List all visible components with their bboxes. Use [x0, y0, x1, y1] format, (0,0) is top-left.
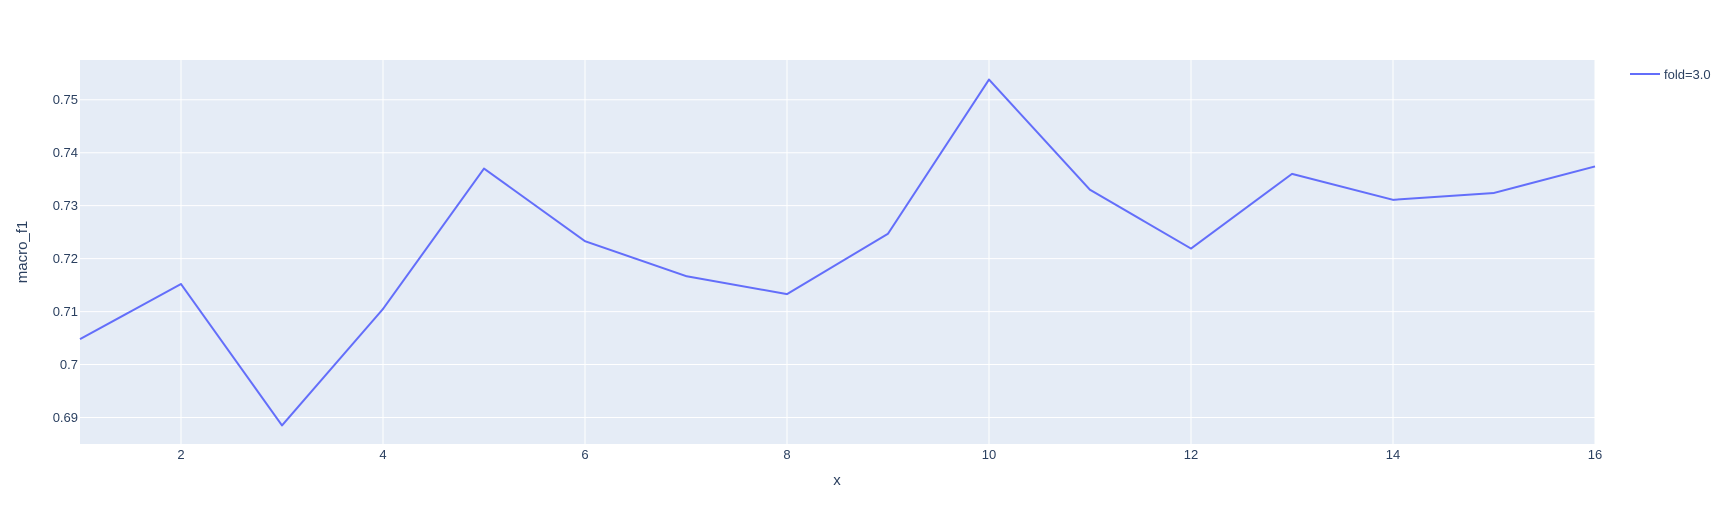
- x-tick-label: 12: [1184, 447, 1198, 462]
- data-point[interactable]: [1491, 190, 1497, 196]
- data-point[interactable]: [1188, 246, 1194, 252]
- plot-area: [80, 60, 1595, 444]
- x-tick-label: 6: [581, 447, 588, 462]
- x-tick-labels: 2 4 6 8 10 12 14 16: [177, 447, 1602, 462]
- series-layer: [77, 77, 1598, 428]
- data-point[interactable]: [784, 291, 790, 297]
- data-point[interactable]: [380, 306, 386, 312]
- data-point[interactable]: [1592, 163, 1598, 169]
- y-tick-label: 0.71: [53, 304, 78, 319]
- y-tick-label: 0.75: [53, 92, 78, 107]
- y-tick-label: 0.69: [53, 410, 78, 425]
- x-tick-label: 4: [379, 447, 386, 462]
- y-axis-title: macro_f1: [14, 221, 31, 284]
- y-tick-label: 0.7: [60, 357, 78, 372]
- legend-item-label: fold=3.0: [1664, 67, 1711, 82]
- x-tick-label: 10: [982, 447, 996, 462]
- data-point[interactable]: [885, 231, 891, 237]
- y-gridlines: [80, 99, 1595, 419]
- x-tick-label: 14: [1386, 447, 1400, 462]
- data-point[interactable]: [683, 273, 689, 279]
- data-point[interactable]: [1390, 197, 1396, 203]
- data-point[interactable]: [481, 166, 487, 172]
- y-tick-label: 0.74: [53, 145, 78, 160]
- data-point[interactable]: [279, 422, 285, 428]
- legend[interactable]: fold=3.0: [1630, 67, 1711, 82]
- data-point[interactable]: [582, 238, 588, 244]
- y-tick-label: 0.72: [53, 251, 78, 266]
- x-tick-label: 16: [1588, 447, 1602, 462]
- x-gridlines: [180, 60, 1596, 444]
- x-axis-title: x: [833, 472, 841, 489]
- series-line[interactable]: [79, 78, 1596, 427]
- x-tick-label: 8: [783, 447, 790, 462]
- data-point[interactable]: [986, 77, 992, 83]
- x-tick-label: 2: [177, 447, 184, 462]
- data-point[interactable]: [1289, 171, 1295, 177]
- data-point[interactable]: [77, 336, 83, 342]
- data-point[interactable]: [1087, 187, 1093, 193]
- y-tick-labels: 0.69 0.7 0.71 0.72 0.73 0.74 0.75: [53, 92, 78, 425]
- y-tick-label: 0.73: [53, 198, 78, 213]
- data-point[interactable]: [178, 281, 184, 287]
